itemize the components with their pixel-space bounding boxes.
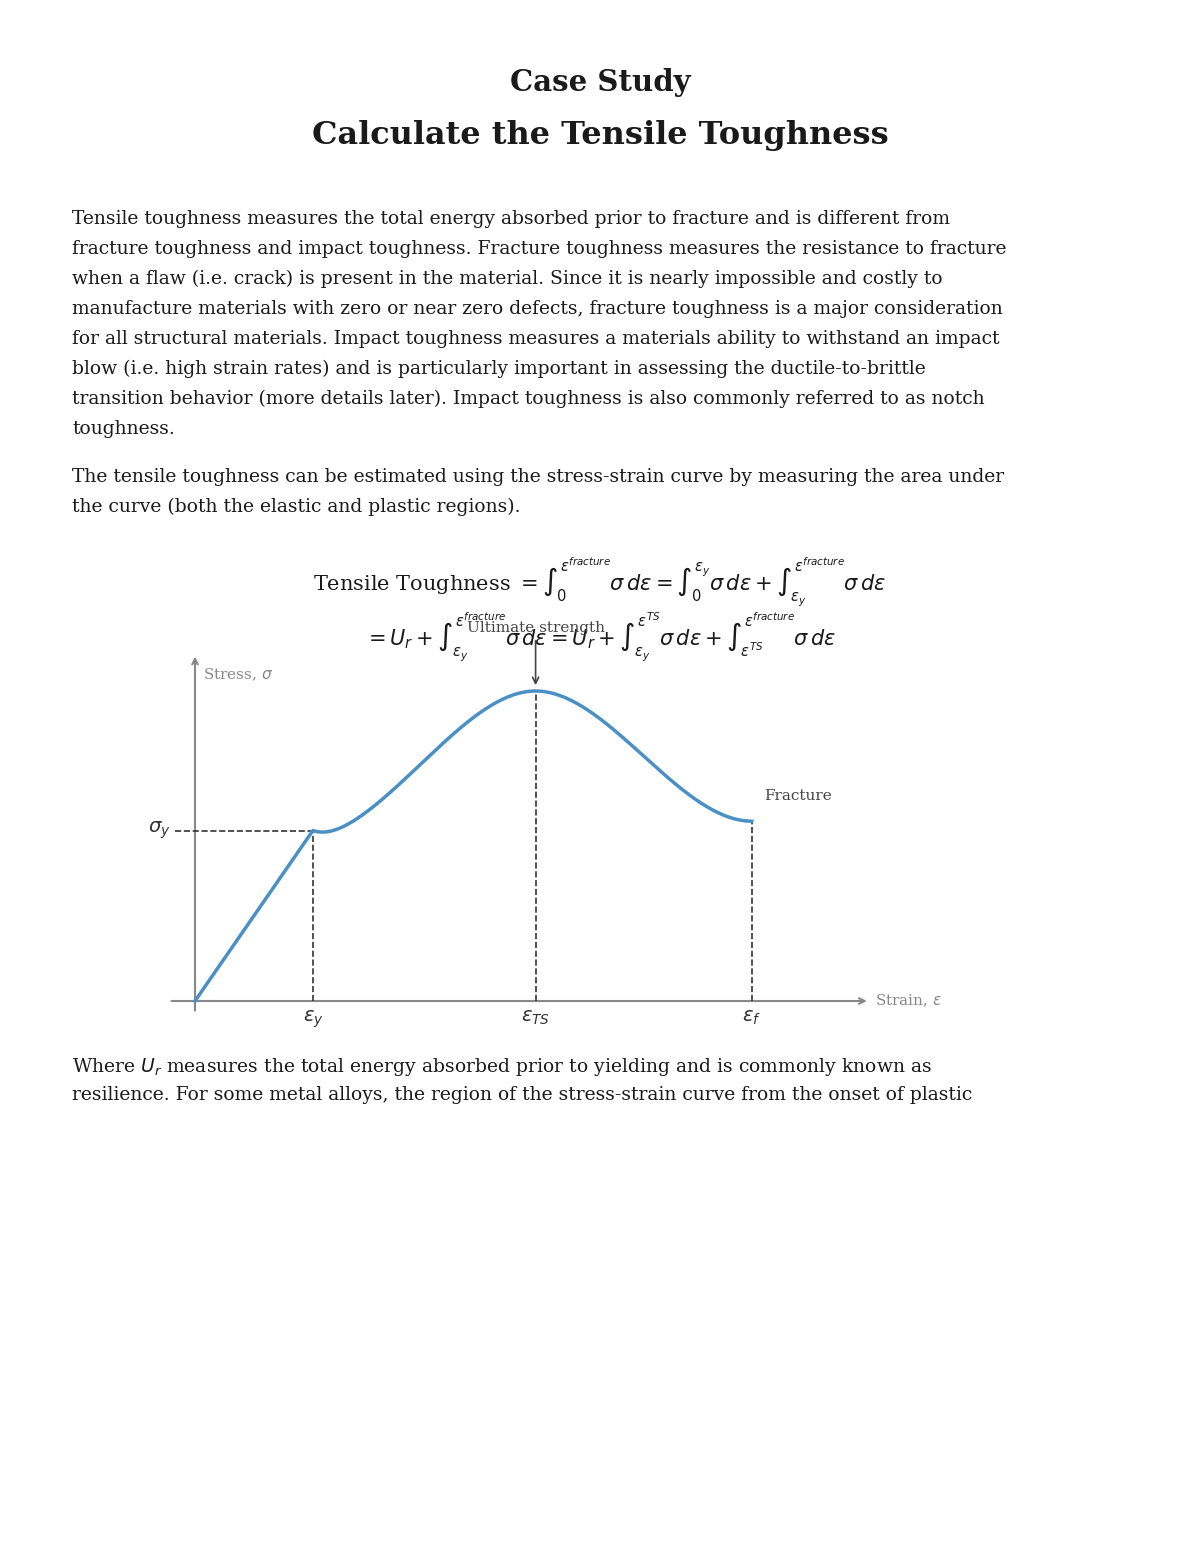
Text: $= U_r + \int_{\epsilon_y}^{\epsilon^{fracture}} \sigma \, d\epsilon = U_r + \in: $= U_r + \int_{\epsilon_y}^{\epsilon^{fr… [364,610,836,663]
Text: $\epsilon_f$: $\epsilon_f$ [743,1009,761,1027]
Text: transition behavior (more details later). Impact toughness is also commonly refe: transition behavior (more details later)… [72,390,985,408]
Text: The tensile toughness can be estimated using the stress-strain curve by measurin: The tensile toughness can be estimated u… [72,467,1004,486]
Text: Ultimate strength: Ultimate strength [467,621,605,683]
Text: Case Study: Case Study [510,68,690,96]
Text: blow (i.e. high strain rates) and is particularly important in assessing the duc: blow (i.e. high strain rates) and is par… [72,360,925,379]
Text: Where $U_r$ measures the total energy absorbed prior to yielding and is commonly: Where $U_r$ measures the total energy ab… [72,1056,932,1078]
Text: when a flaw (i.e. crack) is present in the material. Since it is nearly impossib: when a flaw (i.e. crack) is present in t… [72,270,943,289]
Text: Tensile toughness measures the total energy absorbed prior to fracture and is di: Tensile toughness measures the total ene… [72,210,950,228]
Text: toughness.: toughness. [72,419,175,438]
Text: the curve (both the elastic and plastic regions).: the curve (both the elastic and plastic … [72,499,521,516]
Text: fracture toughness and impact toughness. Fracture toughness measures the resista: fracture toughness and impact toughness.… [72,241,1007,258]
Text: resilience. For some metal alloys, the region of the stress-strain curve from th: resilience. For some metal alloys, the r… [72,1086,972,1104]
Text: Strain, $\varepsilon$: Strain, $\varepsilon$ [875,992,942,1009]
Text: Stress, $\sigma$: Stress, $\sigma$ [203,666,274,683]
Text: $\epsilon_{TS}$: $\epsilon_{TS}$ [521,1009,550,1027]
Text: manufacture materials with zero or near zero defects, fracture toughness is a ma: manufacture materials with zero or near … [72,300,1003,318]
Text: $\epsilon_y$: $\epsilon_y$ [302,1009,323,1031]
Text: Tensile Toughness $= \int_0^{\epsilon^{fracture}} \sigma \, d\epsilon = \int_0^{: Tensile Toughness $= \int_0^{\epsilon^{f… [313,556,887,609]
Text: for all structural materials. Impact toughness measures a materials ability to w: for all structural materials. Impact tou… [72,329,1000,348]
Text: $\sigma_y$: $\sigma_y$ [148,820,170,842]
Text: Calculate the Tensile Toughness: Calculate the Tensile Toughness [312,120,888,151]
Text: Fracture: Fracture [763,789,832,803]
